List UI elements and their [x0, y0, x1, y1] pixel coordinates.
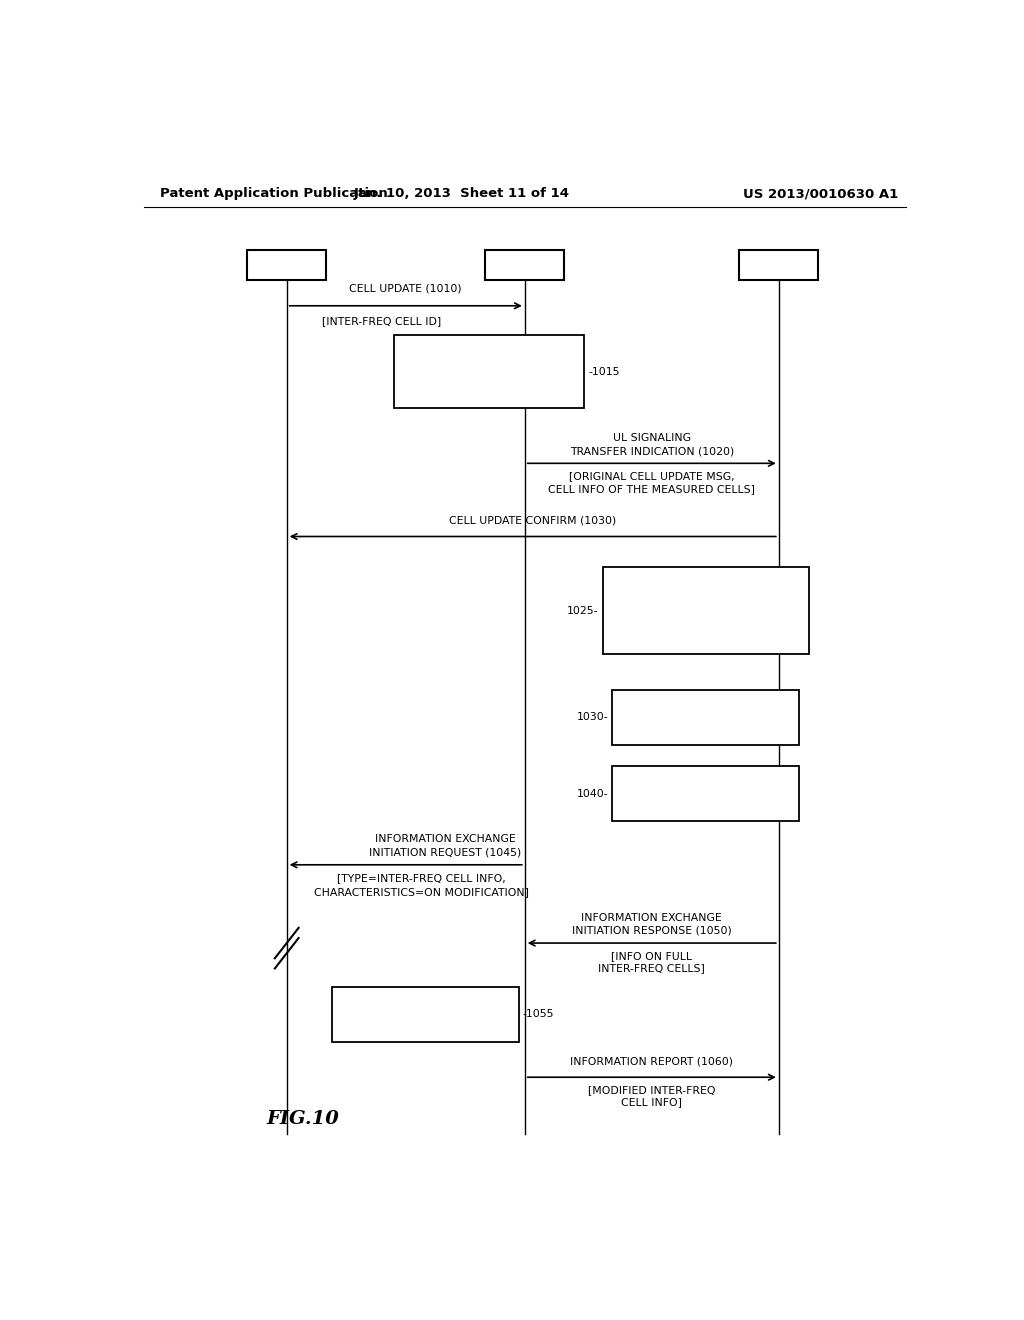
Text: [ORIGINAL CELL UPDATE MSG,: [ORIGINAL CELL UPDATE MSG, [569, 471, 734, 482]
Bar [612, 766, 799, 821]
Text: SRNC: SRNC [760, 259, 798, 272]
Bar [485, 249, 564, 280]
Text: 1030-: 1030- [577, 713, 608, 722]
Text: MEASURED CELL IN THE UST: MEASURED CELL IN THE UST [417, 385, 562, 395]
Text: UL SIGNALING: UL SIGNALING [612, 433, 691, 444]
Text: FOLLOWING PROCEDURE: FOLLOWING PROCEDURE [642, 797, 769, 808]
Bar [247, 249, 327, 280]
Text: CELL INFO]: CELL INFO] [622, 1097, 682, 1107]
Bar [394, 335, 585, 408]
Text: INITIATION REQUEST (1045): INITIATION REQUEST (1045) [370, 847, 521, 858]
Text: SIB11/12 INFORMATION FOR THE: SIB11/12 INFORMATION FOR THE [626, 614, 786, 624]
Text: ALREADY SUBSCRIBED TO: ALREADY SUBSCRIBED TO [642, 597, 769, 607]
Bar [333, 987, 519, 1041]
Text: -1015: -1015 [588, 367, 620, 376]
Text: [TYPE=INTER-FREQ CELL INFO,: [TYPE=INTER-FREQ CELL INFO, [337, 873, 506, 883]
Text: IF NO IN STEP 1025,: IF NO IN STEP 1025, [655, 780, 757, 789]
Text: INFORMATION REPORT (1060): INFORMATION REPORT (1060) [570, 1056, 733, 1067]
Text: CELL UPDATE (1010): CELL UPDATE (1010) [349, 284, 462, 293]
Text: INTER-FREQ CELL INFO: INTER-FREQ CELL INFO [368, 1018, 483, 1028]
Text: CHECK THE MESSAGE AND: CHECK THE MESSAGE AND [421, 348, 557, 359]
Bar [739, 249, 818, 280]
Text: FIG.10: FIG.10 [267, 1110, 340, 1127]
Text: CRNC: CRNC [506, 259, 544, 272]
Text: MODIFICATION ON: MODIFICATION ON [379, 1001, 472, 1010]
Text: -1055: -1055 [523, 1010, 554, 1019]
Text: CURRENT CELL: CURRENT CELL [669, 632, 742, 642]
Text: 1025-: 1025- [567, 606, 599, 615]
Text: US 2013/0010630 A1: US 2013/0010630 A1 [742, 187, 898, 201]
Text: NO ACTION: NO ACTION [677, 722, 734, 731]
Text: IF YES IN STEP 1025,: IF YES IN STEP 1025, [653, 704, 758, 713]
Text: INFORMATION EXCHANGE: INFORMATION EXCHANGE [582, 912, 722, 923]
Text: 1040-: 1040- [577, 788, 608, 799]
Text: CHECK WHETHER THE SRNC IS: CHECK WHETHER THE SRNC IS [631, 579, 781, 590]
Text: CELL INFO OF THE MEASURED CELLS]: CELL INFO OF THE MEASURED CELLS] [548, 483, 756, 494]
Text: INTER-FREQ CELLS]: INTER-FREQ CELLS] [598, 964, 706, 973]
Text: [INTER-FREQ CELL ID]: [INTER-FREQ CELL ID] [323, 315, 441, 326]
Text: Jan. 10, 2013  Sheet 11 of 14: Jan. 10, 2013 Sheet 11 of 14 [353, 187, 569, 201]
Text: CHARACTERISTICS=ON MODIFICATION]: CHARACTERISTICS=ON MODIFICATION] [314, 887, 529, 898]
Bar [612, 690, 799, 744]
Text: TRANSFER INDICATION (1020): TRANSFER INDICATION (1020) [569, 446, 734, 457]
Text: Patent Application Publication: Patent Application Publication [160, 187, 387, 201]
Text: INFORMATION EXCHANGE: INFORMATION EXCHANGE [375, 834, 516, 845]
Text: INCLUDE CIDs OF THE: INCLUDE CIDs OF THE [433, 367, 545, 376]
Text: [MODIFIED INTER-FREQ: [MODIFIED INTER-FREQ [588, 1085, 716, 1096]
Text: [INFO ON FULL: [INFO ON FULL [611, 952, 692, 961]
Text: CELL UPDATE CONFIRM (1030): CELL UPDATE CONFIRM (1030) [450, 515, 616, 525]
Text: INITIATION RESPONSE (1050): INITIATION RESPONSE (1050) [571, 925, 732, 936]
Bar [602, 568, 809, 655]
Text: UE: UE [278, 259, 296, 272]
